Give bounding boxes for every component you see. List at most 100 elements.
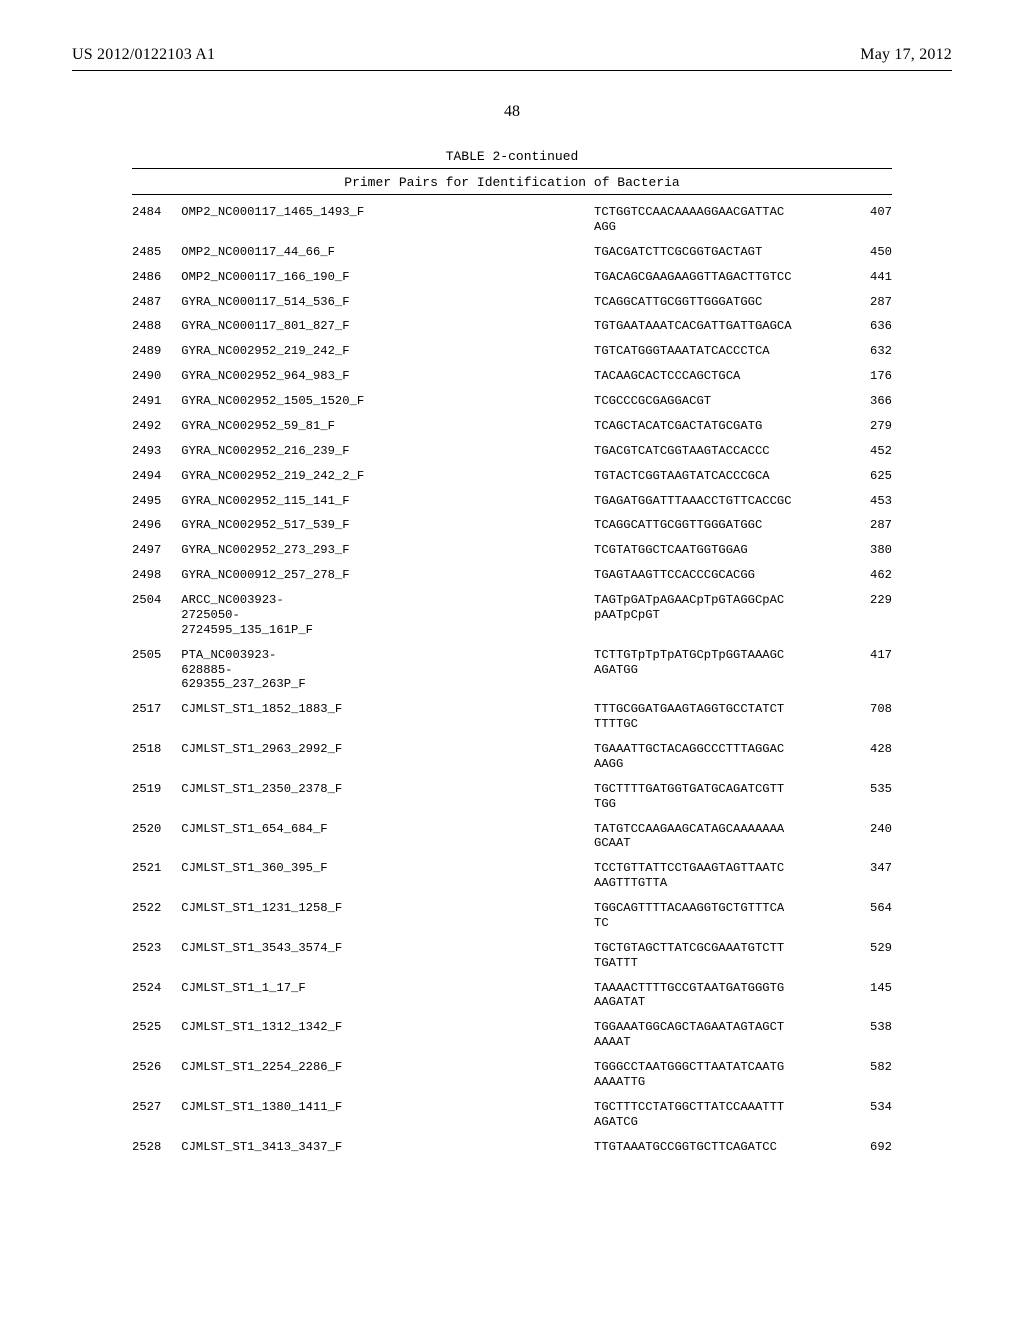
primer-length: 279 xyxy=(843,409,892,434)
primer-sequence: TGAAATTGCTACAGGCCCTTTAGGACAAGG xyxy=(590,732,843,772)
primer-name: CJMLST_ST1_1380_1411_F xyxy=(181,1090,590,1130)
primer-id: 2528 xyxy=(132,1130,181,1155)
primer-length: 366 xyxy=(843,384,892,409)
primer-length: 582 xyxy=(843,1050,892,1090)
table-row: 2486OMP2_NC000117_166_190_FTGACAGCGAAGAA… xyxy=(132,260,892,285)
primer-length: 453 xyxy=(843,484,892,509)
primer-sequence: TACAAGCACTCCCAGCTGCA xyxy=(590,359,843,384)
primer-table: 2484OMP2_NC000117_1465_1493_FTCTGGTCCAAC… xyxy=(132,195,892,1154)
primer-id: 2491 xyxy=(132,384,181,409)
table-row: 2504ARCC_NC003923- 2725050- 2724595_135_… xyxy=(132,583,892,638)
primer-name: CJMLST_ST1_1852_1883_F xyxy=(181,692,590,732)
table-row: 2496GYRA_NC002952_517_539_FTCAGGCATTGCGG… xyxy=(132,508,892,533)
table-row: 2526CJMLST_ST1_2254_2286_FTGGGCCTAATGGGC… xyxy=(132,1050,892,1090)
primer-sequence: TCAGCTACATCGACTATGCGATG xyxy=(590,409,843,434)
primer-length: 229 xyxy=(843,583,892,638)
primer-name: GYRA_NC002952_517_539_F xyxy=(181,508,590,533)
primer-sequence: TCTTGTpTpTpATGCpTpGGTAAAGCAGATGG xyxy=(590,638,843,693)
table-row: 2521CJMLST_ST1_360_395_FTCCTGTTATTCCTGAA… xyxy=(132,851,892,891)
primer-length: 417 xyxy=(843,638,892,693)
primer-length: 176 xyxy=(843,359,892,384)
primer-id: 2517 xyxy=(132,692,181,732)
table-row: 2528CJMLST_ST1_3413_3437_FTTGTAAATGCCGGT… xyxy=(132,1130,892,1155)
primer-name: GYRA_NC002952_964_983_F xyxy=(181,359,590,384)
table-row: 2518CJMLST_ST1_2963_2992_FTGAAATTGCTACAG… xyxy=(132,732,892,772)
primer-length: 538 xyxy=(843,1010,892,1050)
table-row: 2497GYRA_NC002952_273_293_FTCGTATGGCTCAA… xyxy=(132,533,892,558)
table-row: 2484OMP2_NC000117_1465_1493_FTCTGGTCCAAC… xyxy=(132,195,892,235)
table-row: 2520CJMLST_ST1_654_684_FTATGTCCAAGAAGCAT… xyxy=(132,812,892,852)
primer-name: CJMLST_ST1_2254_2286_F xyxy=(181,1050,590,1090)
primer-name: GYRA_NC002952_219_242_2_F xyxy=(181,459,590,484)
primer-sequence: TTTGCGGATGAAGTAGGTGCCTATCTTTTTGC xyxy=(590,692,843,732)
table-row: 2517CJMLST_ST1_1852_1883_FTTTGCGGATGAAGT… xyxy=(132,692,892,732)
table-title: TABLE 2-continued xyxy=(72,149,952,164)
primer-id: 2490 xyxy=(132,359,181,384)
primer-name: GYRA_NC002952_1505_1520_F xyxy=(181,384,590,409)
page-number: 48 xyxy=(72,103,952,121)
primer-sequence: TGTACTCGGTAAGTATCACCCGCA xyxy=(590,459,843,484)
primer-name: CJMLST_ST1_2963_2992_F xyxy=(181,732,590,772)
primer-name: CJMLST_ST1_654_684_F xyxy=(181,812,590,852)
primer-name: GYRA_NC002952_219_242_F xyxy=(181,334,590,359)
primer-id: 2518 xyxy=(132,732,181,772)
primer-id: 2489 xyxy=(132,334,181,359)
primer-id: 2496 xyxy=(132,508,181,533)
primer-length: 632 xyxy=(843,334,892,359)
primer-sequence: TGTCATGGGTAAATATCACCCTCA xyxy=(590,334,843,359)
primer-id: 2520 xyxy=(132,812,181,852)
primer-id: 2484 xyxy=(132,195,181,235)
primer-name: GYRA_NC000117_801_827_F xyxy=(181,309,590,334)
page: US 2012/0122103 A1 May 17, 2012 48 TABLE… xyxy=(0,0,1024,1320)
primer-length: 534 xyxy=(843,1090,892,1130)
primer-sequence: TCAGGCATTGCGGTTGGGATGGC xyxy=(590,285,843,310)
table-row: 2522CJMLST_ST1_1231_1258_FTGGCAGTTTTACAA… xyxy=(132,891,892,931)
table-row: 2495GYRA_NC002952_115_141_FTGAGATGGATTTA… xyxy=(132,484,892,509)
primer-id: 2527 xyxy=(132,1090,181,1130)
primer-name: GYRA_NC002952_273_293_F xyxy=(181,533,590,558)
primer-name: GYRA_NC002952_59_81_F xyxy=(181,409,590,434)
primer-length: 708 xyxy=(843,692,892,732)
primer-length: 564 xyxy=(843,891,892,931)
primer-length: 452 xyxy=(843,434,892,459)
primer-length: 407 xyxy=(843,195,892,235)
primer-name: GYRA_NC002952_216_239_F xyxy=(181,434,590,459)
primer-id: 2522 xyxy=(132,891,181,931)
publication-date: May 17, 2012 xyxy=(860,46,952,64)
table-container: Primer Pairs for Identification of Bacte… xyxy=(132,168,892,1154)
primer-name: OMP2_NC000117_1465_1493_F xyxy=(181,195,590,235)
primer-sequence: TGAGTAAGTTCCACCCGCACGG xyxy=(590,558,843,583)
table-row: 2487GYRA_NC000117_514_536_FTCAGGCATTGCGG… xyxy=(132,285,892,310)
primer-name: CJMLST_ST1_1312_1342_F xyxy=(181,1010,590,1050)
primer-id: 2493 xyxy=(132,434,181,459)
primer-name: CJMLST_ST1_3413_3437_F xyxy=(181,1130,590,1155)
primer-id: 2486 xyxy=(132,260,181,285)
primer-id: 2526 xyxy=(132,1050,181,1090)
primer-length: 450 xyxy=(843,235,892,260)
table-row: 2527CJMLST_ST1_1380_1411_FTGCTTTCCTATGGC… xyxy=(132,1090,892,1130)
primer-sequence: TGCTTTTGATGGTGATGCAGATCGTTTGG xyxy=(590,772,843,812)
primer-length: 529 xyxy=(843,931,892,971)
primer-sequence: TAAAACTTTTGCCGTAATGATGGGTGAAGATAT xyxy=(590,971,843,1011)
table-row: 2488GYRA_NC000117_801_827_FTGTGAATAAATCA… xyxy=(132,309,892,334)
table-row: 2493GYRA_NC002952_216_239_FTGACGTCATCGGT… xyxy=(132,434,892,459)
primer-name: ARCC_NC003923- 2725050- 2724595_135_161P… xyxy=(181,583,590,638)
primer-id: 2488 xyxy=(132,309,181,334)
primer-sequence: TGGGCCTAATGGGCTTAATATCAATGAAAATTG xyxy=(590,1050,843,1090)
primer-length: 380 xyxy=(843,533,892,558)
primer-name: GYRA_NC000912_257_278_F xyxy=(181,558,590,583)
primer-id: 2521 xyxy=(132,851,181,891)
primer-id: 2519 xyxy=(132,772,181,812)
primer-name: GYRA_NC000117_514_536_F xyxy=(181,285,590,310)
primer-length: 636 xyxy=(843,309,892,334)
primer-sequence: TGCTTTCCTATGGCTTATCCAAATTTAGATCG xyxy=(590,1090,843,1130)
primer-sequence: TGAGATGGATTTAAACCTGTTCACCGC xyxy=(590,484,843,509)
primer-name: OMP2_NC000117_44_66_F xyxy=(181,235,590,260)
primer-length: 287 xyxy=(843,508,892,533)
primer-sequence: TCCTGTTATTCCTGAAGTAGTTAATCAAGTTTGTTA xyxy=(590,851,843,891)
primer-name: CJMLST_ST1_2350_2378_F xyxy=(181,772,590,812)
table-row: 2494GYRA_NC002952_219_242_2_FTGTACTCGGTA… xyxy=(132,459,892,484)
table-row: 2490GYRA_NC002952_964_983_FTACAAGCACTCCC… xyxy=(132,359,892,384)
table-row: 2485OMP2_NC000117_44_66_FTGACGATCTTCGCGG… xyxy=(132,235,892,260)
primer-sequence: TCAGGCATTGCGGTTGGGATGGC xyxy=(590,508,843,533)
